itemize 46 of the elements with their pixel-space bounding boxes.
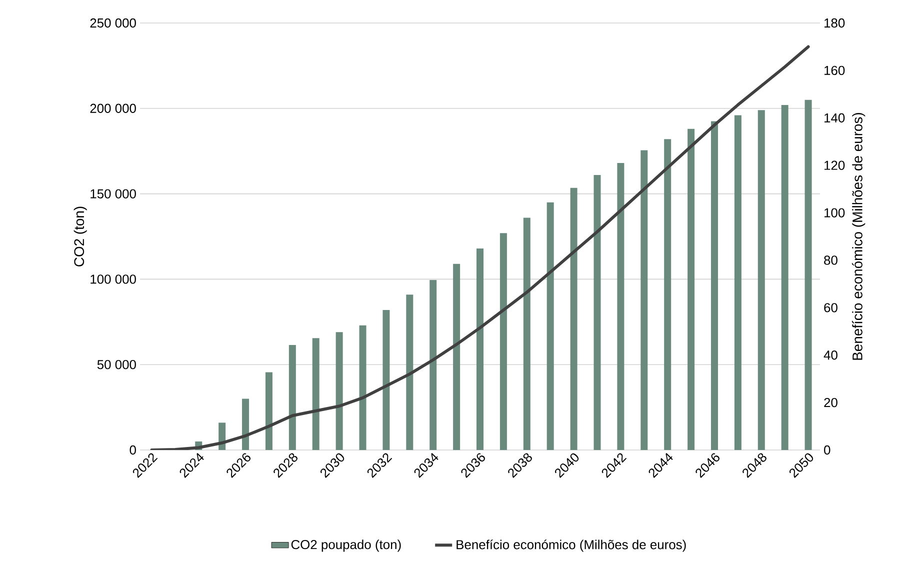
bar	[359, 325, 366, 450]
bar	[758, 110, 765, 450]
y2-tick-label: 140	[824, 113, 845, 122]
y-tick-label: 50 000	[97, 360, 136, 370]
bar	[546, 202, 554, 450]
y2-tick-label: 180	[824, 18, 845, 28]
bar	[288, 344, 296, 450]
bar	[710, 121, 718, 450]
legend-label: Benefício económico (Milhões de euros)	[456, 540, 686, 552]
bar	[640, 150, 648, 450]
y2-tick-label: 80	[824, 256, 838, 265]
bar	[406, 294, 414, 450]
y2-tick-label: 40	[824, 350, 838, 360]
bar	[570, 188, 578, 450]
line-series	[150, 45, 810, 450]
y2-tick-label: 100	[824, 208, 845, 218]
y2-tick-label: 60	[824, 303, 838, 312]
y-tick-label: 200 000	[90, 104, 136, 113]
bar	[781, 104, 788, 450]
bar	[594, 175, 601, 450]
y2-tick-label: 20	[824, 398, 838, 408]
bar	[523, 218, 530, 450]
bar	[336, 332, 343, 450]
y-tick-label: 150 000	[90, 189, 136, 198]
y2-tick-label: 160	[824, 66, 845, 76]
bar	[500, 233, 507, 450]
bar	[312, 338, 320, 450]
y2-tick-label: 120	[824, 160, 845, 170]
bar	[617, 163, 624, 450]
bar	[242, 398, 250, 450]
bar	[688, 128, 695, 450]
y-tick-label: 0	[130, 445, 136, 455]
bar	[476, 248, 484, 450]
y-tick-label: 250 000	[90, 18, 136, 28]
y-axis-title: CO2 (ton)	[74, 206, 87, 266]
y2-tick-label: 0	[824, 445, 830, 455]
bar	[430, 280, 437, 450]
bar	[265, 372, 272, 450]
bar	[453, 264, 460, 450]
bar	[734, 115, 742, 450]
legend-label: CO2 poupado (ton)	[291, 540, 401, 552]
y2-axis-title: Benefício económico (Milhões de euros)	[852, 112, 866, 360]
bar	[664, 139, 672, 450]
bar	[382, 310, 390, 450]
bar	[804, 100, 812, 450]
y-tick-label: 100 000	[90, 274, 136, 284]
